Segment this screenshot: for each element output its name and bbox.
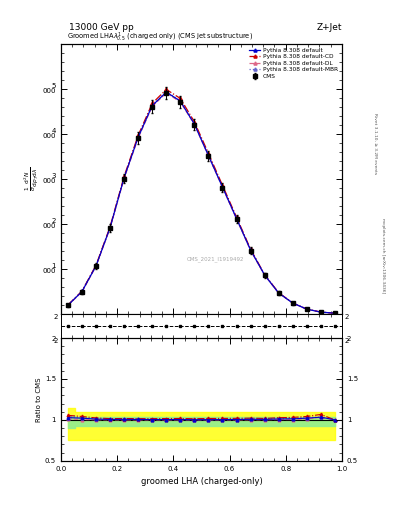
Pythia 8.308 default-DL: [305, 306, 309, 312]
Pythia 8.308 default-CD: [66, 302, 70, 308]
Pythia 8.308 default-CD: [234, 214, 239, 220]
Pythia 8.308 default-CD: [262, 271, 267, 278]
Pythia 8.308 default: [122, 175, 127, 181]
Pythia 8.308 default-MBR: [332, 310, 337, 316]
Text: 2: 2: [345, 338, 349, 344]
Legend: Pythia 8.308 default, Pythia 8.308 default-CD, Pythia 8.308 default-DL, Pythia 8: Pythia 8.308 default, Pythia 8.308 defau…: [248, 47, 339, 80]
Pythia 8.308 default-DL: [178, 99, 183, 105]
Pythia 8.308 default: [136, 134, 141, 140]
Pythia 8.308 default: [206, 153, 211, 159]
Pythia 8.308 default-MBR: [80, 288, 84, 294]
Pythia 8.308 default: [150, 102, 154, 109]
Pythia 8.308 default-DL: [318, 309, 323, 315]
Pythia 8.308 default-DL: [80, 289, 84, 295]
Pythia 8.308 default: [220, 184, 225, 190]
Pythia 8.308 default-CD: [122, 173, 127, 179]
Pythia 8.308 default-CD: [305, 306, 309, 312]
Y-axis label: $\frac{1}{\sigma}\frac{\mathrm{d}^2N}{\mathrm{d}p_T\mathrm{d}\lambda}$: $\frac{1}{\sigma}\frac{\mathrm{d}^2N}{\m…: [23, 166, 41, 190]
Pythia 8.308 default-CD: [178, 95, 183, 101]
Pythia 8.308 default-MBR: [136, 134, 141, 140]
Pythia 8.308 default-CD: [276, 290, 281, 296]
Pythia 8.308 default-CD: [248, 246, 253, 252]
Pythia 8.308 default-CD: [94, 262, 98, 268]
Pythia 8.308 default-CD: [332, 310, 337, 316]
Pythia 8.308 default: [66, 302, 70, 308]
Pythia 8.308 default: [94, 263, 98, 269]
Pythia 8.308 default-CD: [290, 300, 295, 306]
Pythia 8.308 default-CD: [108, 224, 112, 230]
Pythia 8.308 default-MBR: [305, 306, 309, 312]
Pythia 8.308 default: [178, 98, 183, 104]
Pythia 8.308 default-DL: [192, 121, 197, 127]
Pythia 8.308 default-CD: [136, 132, 141, 138]
Pythia 8.308 default-MBR: [108, 224, 112, 230]
Text: 2: 2: [345, 313, 349, 319]
Pythia 8.308 default-DL: [248, 247, 253, 253]
Text: mcplots.cern.ch [arXiv:1306.3436]: mcplots.cern.ch [arXiv:1306.3436]: [381, 219, 385, 293]
Pythia 8.308 default-MBR: [206, 152, 211, 158]
Pythia 8.308 default-MBR: [248, 247, 253, 253]
Pythia 8.308 default-CD: [192, 119, 197, 125]
Pythia 8.308 default: [80, 288, 84, 294]
Pythia 8.308 default: [192, 121, 197, 127]
Pythia 8.308 default: [164, 89, 169, 95]
Line: Pythia 8.308 default: Pythia 8.308 default: [66, 91, 337, 315]
Line: Pythia 8.308 default-MBR: Pythia 8.308 default-MBR: [66, 90, 337, 315]
Pythia 8.308 default-CD: [150, 100, 154, 106]
Pythia 8.308 default-CD: [318, 309, 323, 315]
Pythia 8.308 default-MBR: [220, 184, 225, 190]
Pythia 8.308 default-MBR: [192, 121, 197, 127]
Text: 2: 2: [54, 313, 58, 319]
Pythia 8.308 default: [248, 247, 253, 253]
Pythia 8.308 default-DL: [206, 153, 211, 159]
Pythia 8.308 default-CD: [206, 150, 211, 156]
Pythia 8.308 default-DL: [150, 103, 154, 110]
Text: Groomed LHA$\lambda^{1}_{0.5}$ (charged only) (CMS jet substructure): Groomed LHA$\lambda^{1}_{0.5}$ (charged …: [66, 31, 253, 44]
Pythia 8.308 default-DL: [276, 290, 281, 296]
Pythia 8.308 default-MBR: [122, 174, 127, 180]
Pythia 8.308 default-MBR: [234, 215, 239, 221]
Pythia 8.308 default: [276, 290, 281, 296]
Pythia 8.308 default: [318, 309, 323, 315]
Pythia 8.308 default-DL: [290, 300, 295, 306]
Text: 13000 GeV pp: 13000 GeV pp: [69, 23, 134, 32]
Pythia 8.308 default-MBR: [150, 102, 154, 109]
Pythia 8.308 default-DL: [66, 302, 70, 308]
Pythia 8.308 default-DL: [234, 216, 239, 222]
Pythia 8.308 default-CD: [80, 288, 84, 294]
Pythia 8.308 default-MBR: [262, 272, 267, 278]
Pythia 8.308 default-MBR: [94, 263, 98, 269]
Pythia 8.308 default-CD: [164, 87, 169, 93]
Pythia 8.308 default-DL: [136, 135, 141, 141]
Pythia 8.308 default: [108, 224, 112, 230]
Pythia 8.308 default: [234, 216, 239, 222]
Text: Rivet 3.1.10, ≥ 3.2M events: Rivet 3.1.10, ≥ 3.2M events: [373, 113, 377, 174]
Pythia 8.308 default-DL: [94, 263, 98, 269]
Line: Pythia 8.308 default-CD: Pythia 8.308 default-CD: [66, 88, 337, 315]
Y-axis label: Ratio to CMS: Ratio to CMS: [36, 377, 42, 422]
Pythia 8.308 default-DL: [108, 225, 112, 231]
Pythia 8.308 default-DL: [164, 90, 169, 96]
Line: Pythia 8.308 default-DL: Pythia 8.308 default-DL: [66, 91, 337, 315]
X-axis label: groomed LHA (charged-only): groomed LHA (charged-only): [141, 477, 262, 486]
Pythia 8.308 default-DL: [262, 272, 267, 278]
Pythia 8.308 default-MBR: [164, 89, 169, 95]
Text: CMS_2021_I1919492: CMS_2021_I1919492: [187, 257, 244, 262]
Text: 2: 2: [54, 338, 58, 344]
Text: Z+Jet: Z+Jet: [316, 23, 342, 32]
Pythia 8.308 default-DL: [332, 310, 337, 316]
Pythia 8.308 default: [305, 306, 309, 312]
Pythia 8.308 default: [262, 272, 267, 278]
Pythia 8.308 default-MBR: [318, 309, 323, 315]
Pythia 8.308 default-MBR: [66, 302, 70, 308]
Pythia 8.308 default-MBR: [178, 98, 183, 104]
Pythia 8.308 default-CD: [220, 182, 225, 188]
Pythia 8.308 default-DL: [122, 176, 127, 182]
Pythia 8.308 default-MBR: [290, 300, 295, 306]
Pythia 8.308 default: [332, 310, 337, 316]
Pythia 8.308 default-MBR: [276, 290, 281, 296]
Pythia 8.308 default: [290, 300, 295, 306]
Pythia 8.308 default-DL: [220, 184, 225, 190]
